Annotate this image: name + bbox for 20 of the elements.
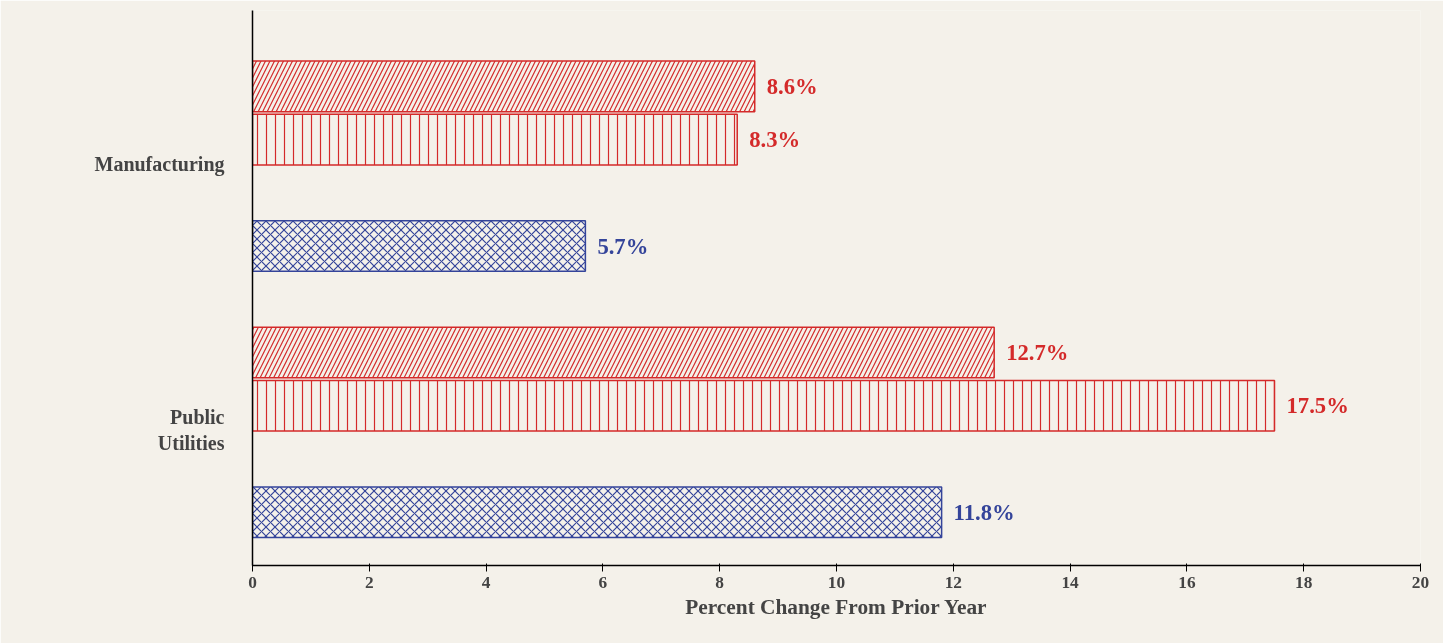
x-tick-label: 12 <box>944 572 962 592</box>
data-label: 12.7% <box>1006 340 1069 366</box>
x-tick-label: 16 <box>1178 572 1196 592</box>
x-tick-label: 20 <box>1411 572 1430 592</box>
data-label: 11.8% <box>953 499 1015 525</box>
x-tick-label: 4 <box>481 572 491 592</box>
x-tick-label: 14 <box>1061 572 1080 592</box>
x-tick-label: 18 <box>1295 572 1313 592</box>
y-tick-label: Public Utilities <box>157 405 225 454</box>
x-tick-label: 6 <box>598 572 608 592</box>
data-label: 5.7% <box>597 233 649 259</box>
y-tick-label: Manufacturing <box>94 152 225 176</box>
x-axis-title: Percent Change From Prior Year <box>685 594 988 619</box>
data-label: 8.3% <box>749 127 801 153</box>
data-label: 8.6% <box>766 73 818 99</box>
x-tick-label: 10 <box>827 572 846 592</box>
x-tick-label: 0 <box>248 572 257 592</box>
x-tick-label: 2 <box>364 572 374 592</box>
x-tick-label: 8 <box>715 572 725 592</box>
data-label: 17.5% <box>1286 393 1349 419</box>
